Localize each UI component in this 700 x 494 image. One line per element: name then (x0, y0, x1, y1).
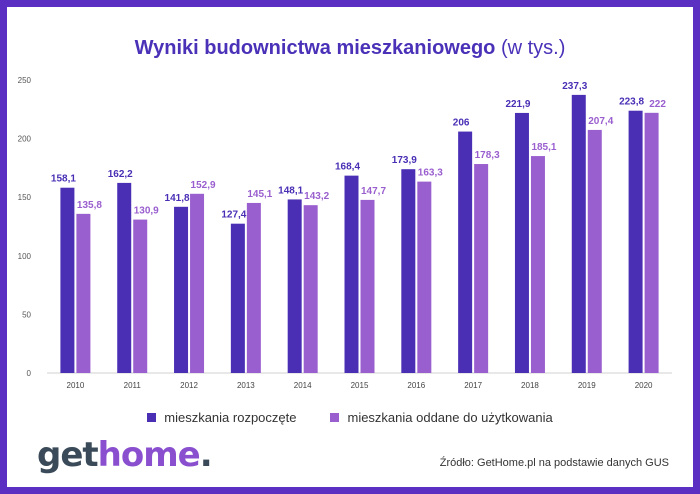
x-tick-label: 2015 (351, 381, 369, 390)
data-label: 145,1 (247, 189, 272, 200)
bar-oddane (246, 202, 261, 373)
x-tick-label: 2010 (67, 381, 85, 390)
x-tick-label: 2014 (294, 381, 312, 390)
data-label: 162,2 (108, 169, 133, 180)
data-label: 143,2 (304, 191, 329, 202)
y-tick-label: 0 (27, 369, 32, 378)
bar-rozpoczete (628, 110, 643, 374)
bar-rozpoczete (514, 112, 529, 373)
data-label: 207,4 (588, 116, 613, 127)
bar-rozpoczete (60, 187, 75, 373)
title-main: Wyniki budownictwa mieszkaniowego (134, 37, 496, 59)
logo-part-home: home (97, 435, 201, 475)
data-label: 222 (649, 99, 666, 110)
legend-swatch-series1 (147, 413, 157, 422)
title-unit: (w tys.) (500, 37, 566, 59)
bar-rozpoczete (458, 131, 473, 373)
bar-oddane (76, 213, 91, 373)
bar-rozpoczete (401, 169, 416, 373)
data-label: 135,8 (77, 200, 102, 211)
bar-oddane (133, 219, 148, 373)
x-tick-label: 2017 (464, 381, 482, 390)
bar-chart: 0 50 100 150 200 250 158,1 135,8 2010 162,2 130,9 2… (18, 76, 672, 390)
x-tick-label: 2012 (180, 381, 198, 390)
x-tick-label: 2020 (635, 381, 653, 390)
bar-oddane (474, 164, 489, 373)
logo-part-get: get (37, 435, 99, 475)
data-label: 147,7 (361, 186, 386, 197)
data-label: 152,9 (191, 180, 216, 191)
legend-item-series2: mieszkania oddane do użytkowania (330, 410, 553, 425)
y-tick-label: 250 (18, 76, 32, 85)
bar-oddane (303, 205, 318, 373)
bar-oddane (417, 181, 432, 373)
bar-rozpoczete (230, 223, 245, 373)
bar-oddane (530, 156, 545, 373)
data-label: 158,1 (51, 174, 76, 185)
data-label: 178,3 (475, 150, 500, 161)
x-tick-label: 2011 (124, 381, 142, 390)
bar-rozpoczete (117, 182, 132, 373)
gethome-logo: gethome. (37, 435, 213, 475)
data-label: 221,9 (505, 99, 530, 110)
legend-label-series2: mieszkania oddane do użytkowania (347, 410, 553, 425)
bar-rozpoczete (344, 175, 359, 373)
bar-rozpoczete (287, 199, 302, 373)
data-label: 206 (453, 118, 470, 129)
x-tick-label: 2018 (521, 381, 539, 390)
y-tick-label: 100 (18, 252, 32, 261)
data-label: 141,8 (165, 193, 190, 204)
data-label: 223,8 (619, 97, 644, 108)
data-label: 127,4 (221, 210, 246, 221)
x-tick-label: 2019 (578, 381, 596, 390)
logo-part-dot: . (199, 435, 213, 475)
bar-oddane (644, 112, 659, 373)
source-note: Źródło: GetHome.pl na podstawie danych G… (439, 457, 669, 469)
data-label: 185,1 (531, 142, 556, 153)
data-label: 163,3 (418, 168, 443, 179)
bar-rozpoczete (571, 94, 586, 373)
legend-label-series1: mieszkania rozpoczęte (164, 410, 297, 425)
legend: mieszkania rozpoczęte mieszkania oddane … (7, 410, 693, 425)
legend-swatch-series2 (330, 413, 340, 422)
y-tick-label: 200 (18, 135, 32, 144)
data-label: 173,9 (392, 155, 417, 166)
legend-item-series1: mieszkania rozpoczęte (147, 410, 296, 425)
x-tick-label: 2013 (237, 381, 255, 390)
y-tick-label: 150 (18, 193, 32, 202)
bar-oddane (360, 199, 375, 373)
x-tick-label: 2016 (407, 381, 425, 390)
data-label: 168,4 (335, 162, 360, 173)
data-label: 130,9 (134, 206, 159, 217)
data-label: 148,1 (278, 185, 303, 196)
y-tick-label: 50 (22, 310, 31, 319)
chart-title: Wyniki budownictwa mieszkaniowego (w tys… (7, 37, 693, 60)
bar-oddane (587, 129, 602, 373)
data-label: 237,3 (562, 81, 587, 92)
bar-rozpoczete (174, 206, 189, 373)
bar-oddane (190, 193, 205, 373)
